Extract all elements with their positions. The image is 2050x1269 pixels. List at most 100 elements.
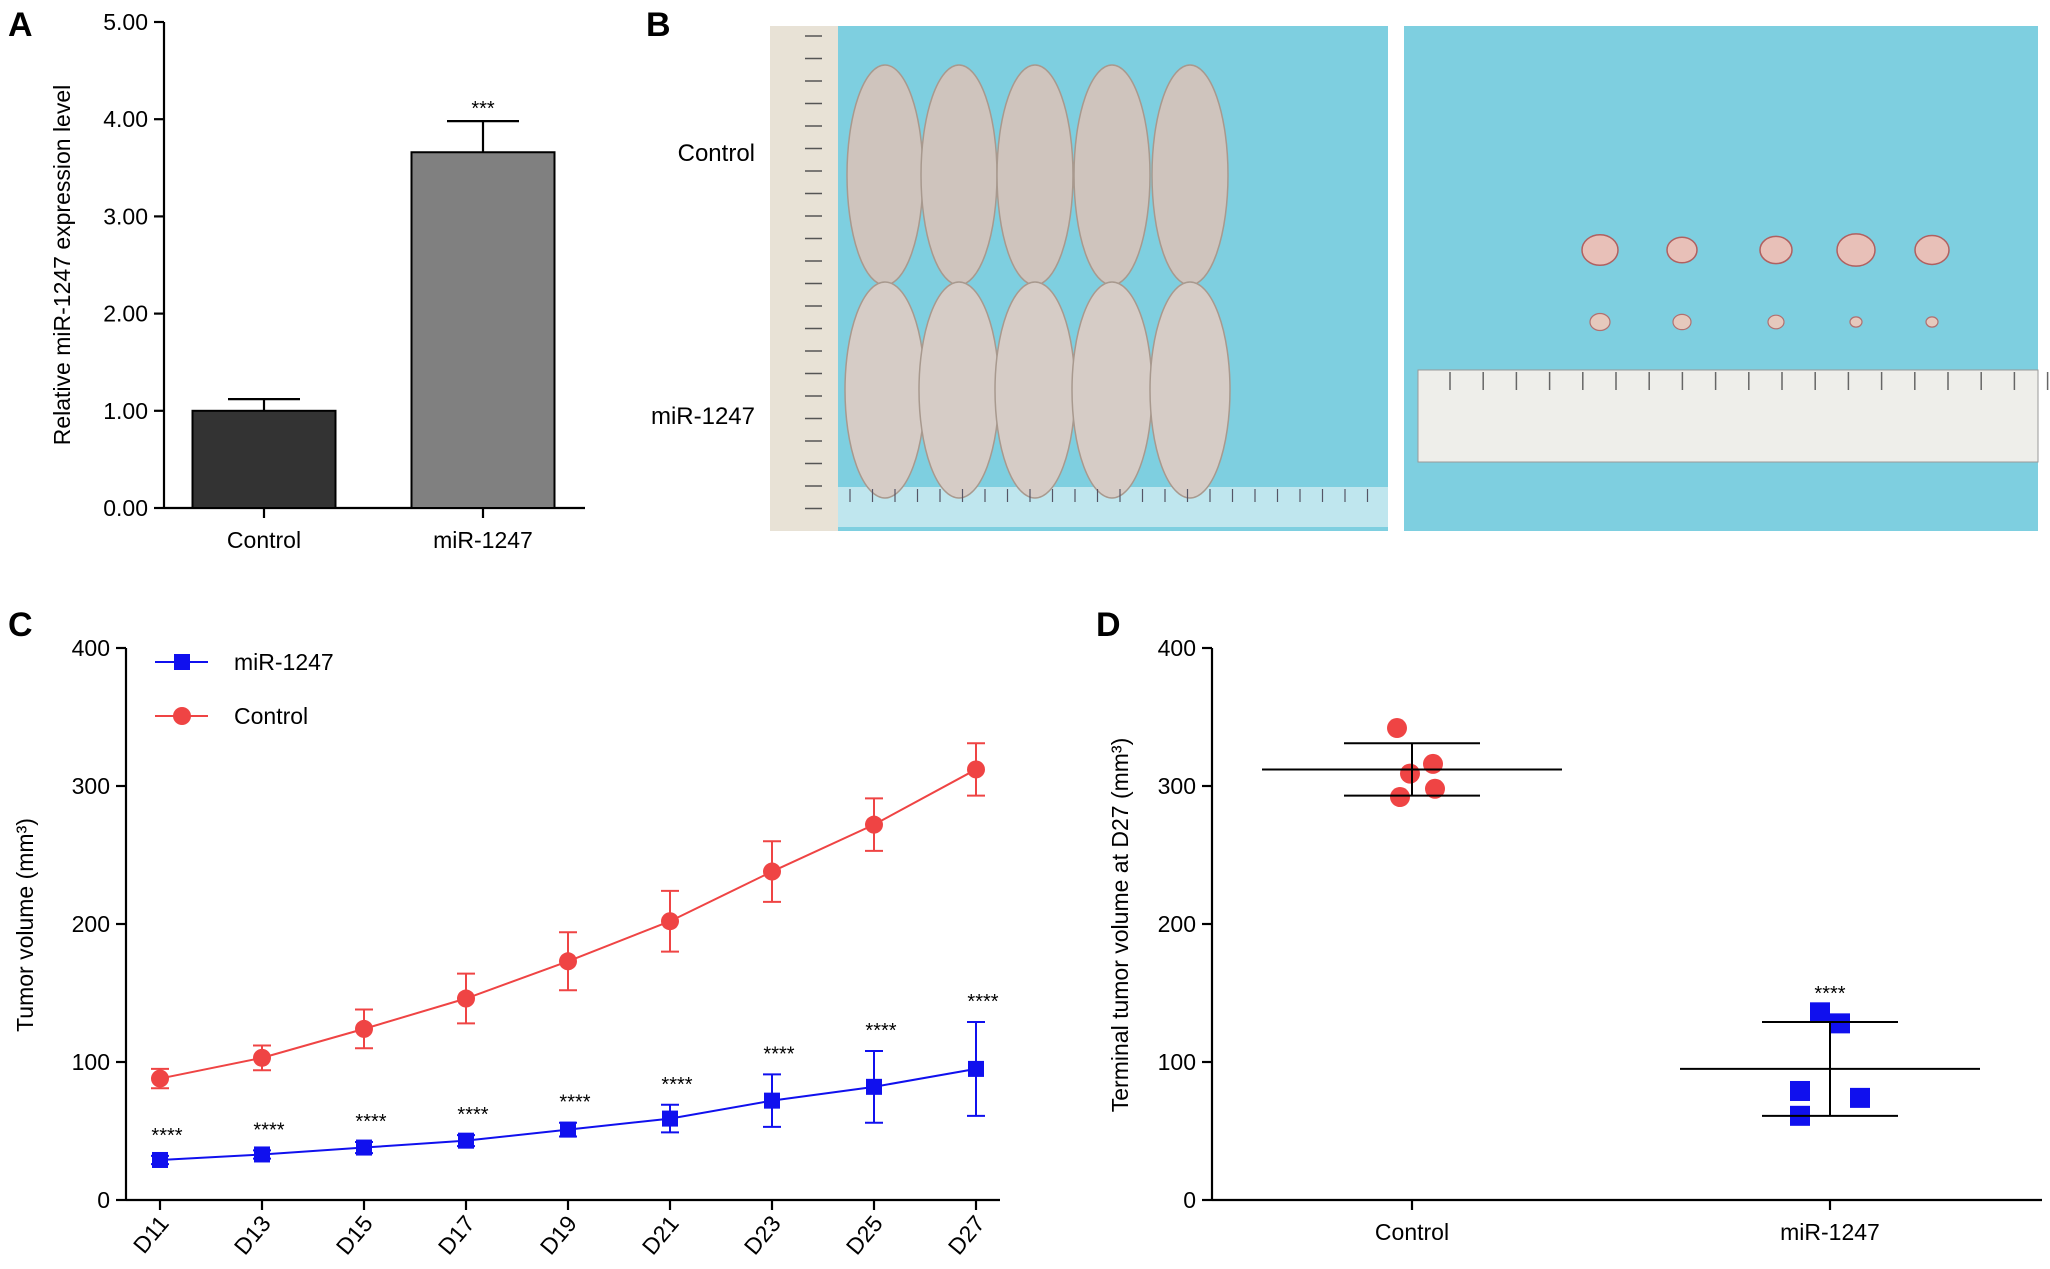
- point-Control: [559, 952, 577, 971]
- legend-marker: [174, 654, 190, 670]
- panel-label-b: B: [646, 6, 671, 44]
- point-miR-1247: [254, 1146, 270, 1163]
- chart-d: 0 100 200 300 400 Control miR-1247 **** Terminal…: [1107, 635, 2042, 1245]
- tumor-control: [1666, 236, 1698, 264]
- mice: [844, 64, 1231, 499]
- point-Control: [1387, 718, 1407, 739]
- mouse-mir: [844, 281, 926, 499]
- mouse-mir: [918, 281, 1000, 499]
- tumor-ruler: [1417, 369, 2039, 463]
- y-tick-label-a: 1.00: [103, 398, 148, 424]
- y-tick-label-a: 3.00: [103, 203, 148, 229]
- mouse-mir: [1071, 281, 1153, 499]
- x-tick-label-c: D13: [229, 1211, 276, 1260]
- point-Control: [967, 760, 985, 779]
- x-tick-label-d: miR-1247: [1780, 1219, 1880, 1245]
- significance-c: ****: [865, 1020, 896, 1042]
- photo-label-mir: miR-1247: [651, 403, 755, 430]
- significance-c: ****: [355, 1111, 386, 1133]
- x-tick-label-a: miR-1247: [433, 527, 533, 553]
- chart-a: 0.00 1.00 2.00 3.00 4.00 5.00 Control miR-1247 *…: [49, 9, 585, 553]
- x-tick-label-c: D17: [433, 1211, 480, 1260]
- point-Control: [1425, 778, 1445, 799]
- significance-c: ****: [967, 991, 998, 1013]
- point-Control: [355, 1019, 373, 1038]
- significance-d: ****: [1814, 983, 1845, 1005]
- x-tick-label-c: D23: [739, 1211, 786, 1260]
- tumor-mir: [1672, 313, 1692, 331]
- series-line-miR-1247: [159, 1067, 977, 1161]
- panel-label-d: D: [1096, 606, 1121, 644]
- point-Control: [763, 862, 781, 881]
- photo-panel-b: Control miR-1247: [651, 26, 2049, 531]
- x-tick-label-c: D19: [535, 1211, 582, 1260]
- y-tick-label-d: 300: [1158, 773, 1196, 799]
- y-tick-label-a: 2.00: [103, 301, 148, 327]
- point-miR-1247: [662, 1110, 678, 1127]
- y-tick-label-d: 400: [1158, 635, 1196, 661]
- point-miR-1247: [356, 1139, 372, 1156]
- point-Control: [1423, 753, 1443, 774]
- vertical-ruler: [770, 26, 838, 531]
- series-line-Control: [159, 768, 977, 1080]
- significance-c: ****: [151, 1125, 182, 1147]
- point-Control: [253, 1048, 271, 1067]
- significance-a: ***: [471, 98, 495, 120]
- y-tick-label-a: 5.00: [103, 9, 148, 35]
- point-Control: [151, 1069, 169, 1088]
- mouse-control: [1073, 64, 1151, 286]
- panel-label-a: A: [8, 6, 33, 44]
- tumor-mir: [1849, 316, 1863, 328]
- y-tick-label-d: 200: [1158, 911, 1196, 937]
- point-miR-1247: [1810, 1002, 1830, 1023]
- point-miR-1247: [458, 1132, 474, 1149]
- chart-c: 0 100 200 300 400 D11 D13 D15 D17 D19 D21 D23 D25 D27…: [12, 635, 1000, 1260]
- point-Control: [865, 815, 883, 834]
- point-miR-1247: [1850, 1087, 1870, 1108]
- bar-miR-1247: [410, 151, 556, 510]
- point-miR-1247: [866, 1078, 882, 1095]
- x-tick-label-d: Control: [1375, 1219, 1449, 1245]
- y-tick-label-c: 0: [97, 1187, 110, 1213]
- point-Control: [457, 989, 475, 1008]
- point-miR-1247: [1830, 1013, 1850, 1034]
- tumor-mir: [1925, 316, 1939, 328]
- tumor-control: [1836, 233, 1876, 267]
- point-miR-1247: [152, 1151, 168, 1168]
- y-axis-label-d: Terminal tumor volume at D27 (mm³): [1107, 738, 1133, 1112]
- legend-label: Control: [234, 703, 308, 729]
- bar-Control: [191, 409, 337, 509]
- x-tick-label-c: D27: [943, 1211, 990, 1260]
- tumor-mir: [1767, 314, 1785, 330]
- mouse-control: [1151, 64, 1229, 286]
- x-tick-label-a: Control: [227, 527, 301, 553]
- legend-label: miR-1247: [234, 649, 334, 675]
- tumors: [1581, 233, 1950, 332]
- y-tick-label-d: 0: [1183, 1187, 1196, 1213]
- y-tick-label-c: 300: [72, 773, 110, 799]
- legend-marker: [173, 707, 191, 725]
- mouse-control: [846, 64, 924, 286]
- y-tick-label-c: 200: [72, 911, 110, 937]
- significance-c: ****: [661, 1074, 692, 1096]
- y-tick-label-c: 400: [72, 635, 110, 661]
- mouse-mir: [994, 281, 1076, 499]
- point-Control: [1400, 763, 1420, 784]
- tumor-control: [1914, 234, 1950, 266]
- tumor-control: [1759, 235, 1793, 265]
- y-tick-label-d: 100: [1158, 1049, 1196, 1075]
- panel-label-c: C: [8, 606, 33, 644]
- y-axis-label-a: Relative miR-1247 expression level: [49, 85, 75, 446]
- y-tick-label-c: 100: [72, 1049, 110, 1075]
- y-tick-label-a: 0.00: [103, 495, 148, 521]
- significance-c: ****: [253, 1119, 284, 1141]
- photo-label-control: Control: [678, 140, 755, 167]
- x-tick-label-c: D21: [637, 1211, 684, 1260]
- ruler-ticks: [805, 35, 2049, 510]
- point-miR-1247: [968, 1060, 984, 1077]
- mouse-mir: [1149, 281, 1231, 499]
- x-tick-label-c: D25: [841, 1211, 888, 1260]
- tumor-control: [1581, 233, 1619, 267]
- point-Control: [1390, 787, 1410, 808]
